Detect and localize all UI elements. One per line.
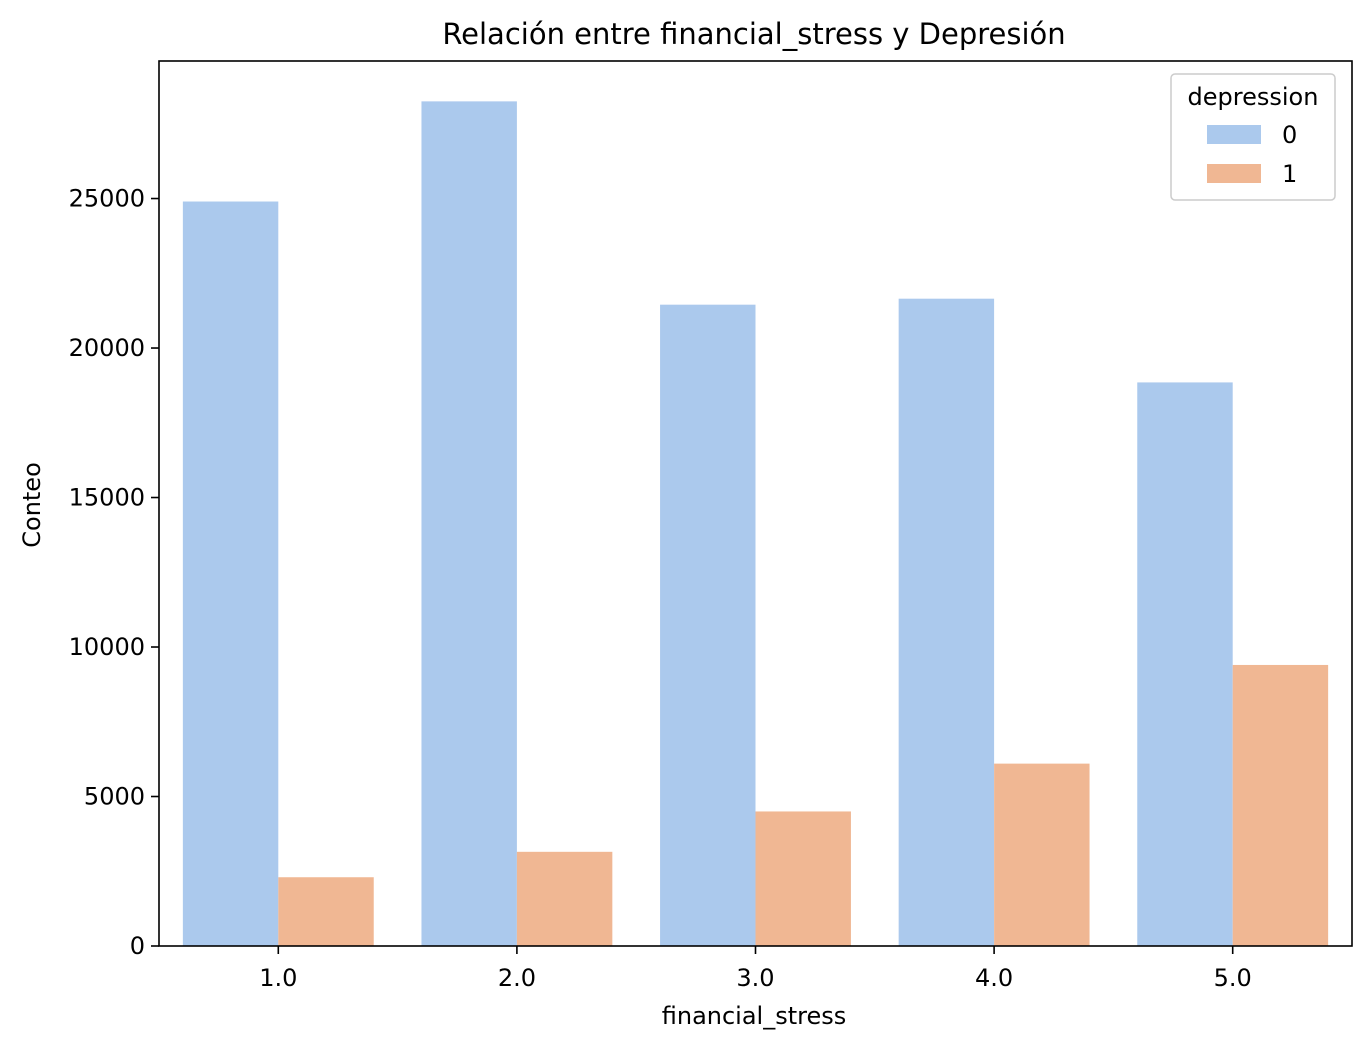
legend-swatch-series-0	[1207, 125, 1261, 144]
chart-title: Relación entre financial_stress y Depres…	[442, 17, 1065, 51]
x-tick-label: 5.0	[1214, 964, 1252, 992]
bar-series-0-3.0	[660, 304, 756, 947]
y-tick-label: 10000	[69, 633, 145, 661]
x-tick-label: 4.0	[975, 964, 1013, 992]
bar-series-0-5.0	[1137, 382, 1233, 946]
y-tick-label: 20000	[69, 334, 145, 362]
x-tick-label: 1.0	[259, 964, 297, 992]
bar-series-1-2.0	[516, 851, 613, 946]
x-tick-label: 3.0	[736, 964, 774, 992]
y-tick-label: 25000	[69, 185, 145, 213]
legend-label-series-1: 1	[1282, 160, 1297, 188]
legend-label-series-0: 0	[1282, 121, 1297, 149]
bar-series-0-2.0	[421, 101, 517, 947]
bar-series-1-5.0	[1232, 664, 1329, 946]
bar-series-1-4.0	[994, 763, 1090, 946]
legend: depression 0 1	[1170, 73, 1336, 201]
y-tick-label: 0	[130, 932, 145, 960]
y-tick-label: 5000	[84, 783, 145, 811]
x-axis-label: financial_stress	[662, 1002, 847, 1030]
bar-series-1-3.0	[755, 811, 851, 946]
axes-layer: 1.0 2.0 3.0 4.0 5.0 0 5000 10000 15000 20000 25000	[69, 60, 1353, 992]
bar-series-0-1.0	[182, 201, 279, 946]
legend-swatch-series-1	[1207, 164, 1261, 183]
y-axis-label: Conteo	[18, 462, 46, 548]
bar-series-0-4.0	[898, 298, 995, 947]
bars-layer	[182, 101, 1329, 947]
legend-title: depression	[1188, 83, 1319, 111]
x-tick-label: 2.0	[498, 964, 536, 992]
bar-series-1-1.0	[278, 877, 374, 946]
y-tick-label: 15000	[69, 484, 145, 512]
